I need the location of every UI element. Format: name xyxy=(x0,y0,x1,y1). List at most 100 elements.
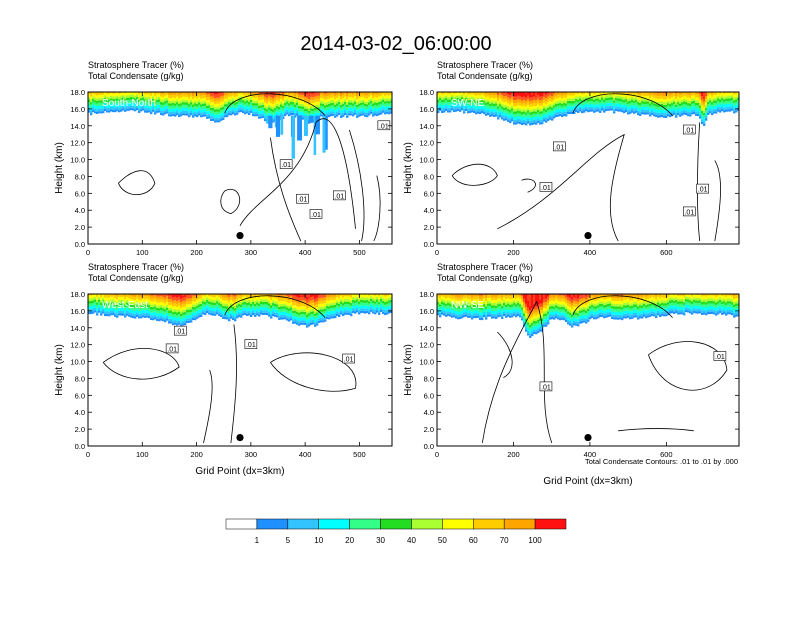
colorbar-label: 60 xyxy=(469,536,478,545)
x-tick-label: 100 xyxy=(136,248,149,257)
x-tick-label: 400 xyxy=(299,450,312,459)
y-tick-label: 4.0 xyxy=(75,408,85,417)
y-tick-label: 14.0 xyxy=(419,122,434,131)
contour-label-text: .01 xyxy=(246,342,256,349)
y-tick-label: 0.0 xyxy=(75,240,85,249)
panel-title-line: Total Condensate (g/kg) xyxy=(88,71,184,81)
x-axis-label: Grid Point (dx=3km) xyxy=(195,466,284,477)
y-tick-label: 2.0 xyxy=(75,223,85,232)
contour-label: .01 xyxy=(296,194,308,204)
y-tick-label: 8.0 xyxy=(75,374,85,383)
y-tick-label: 0.0 xyxy=(75,442,85,451)
x-tick-label: 100 xyxy=(136,450,149,459)
contour-label-text: .01 xyxy=(298,197,308,204)
x-tick-label: 200 xyxy=(190,248,203,257)
x-tick-label: 0 xyxy=(86,248,90,257)
x-tick-label: 500 xyxy=(353,248,366,257)
colorbar-swatch xyxy=(381,519,412,529)
colorbar-label: 50 xyxy=(438,536,447,545)
contour-label-text: .01 xyxy=(379,123,389,130)
y-axis-label: Height (km) xyxy=(403,142,414,194)
contour-label: .01 xyxy=(280,160,292,170)
colorbar-label: 40 xyxy=(407,536,416,545)
x-tick-label: 500 xyxy=(353,450,366,459)
panel-label: South-North xyxy=(102,98,156,109)
y-axis-label: Height (km) xyxy=(54,344,65,396)
plot-background xyxy=(437,92,739,244)
y-tick-label: 6.0 xyxy=(424,189,434,198)
y-tick-label: 4.0 xyxy=(424,206,434,215)
contour-label: .01 xyxy=(553,142,565,152)
y-tick-label: 0.0 xyxy=(424,442,434,451)
y-tick-label: 0.0 xyxy=(424,240,434,249)
y-axis-label: Height (km) xyxy=(54,142,65,194)
x-tick-label: 200 xyxy=(507,248,520,257)
contour-label-text: .01 xyxy=(684,128,694,135)
colorbar-swatch xyxy=(288,519,319,529)
figure-title: 2014-03-02_06:00:00 xyxy=(300,33,491,55)
y-tick-label: 10.0 xyxy=(70,156,85,165)
panel-title-line: Total Condensate (g/kg) xyxy=(437,273,533,283)
contour-label-text: .01 xyxy=(175,329,185,336)
panel-1: Stratosphere Tracer (%)Total Condensate … xyxy=(54,60,392,257)
y-tick-label: 18.0 xyxy=(70,290,85,299)
y-tick-label: 18.0 xyxy=(70,88,85,97)
colorbar-swatch xyxy=(504,519,535,529)
panel-label: SW-NE xyxy=(451,98,484,109)
y-tick-label: 4.0 xyxy=(75,206,85,215)
y-tick-label: 14.0 xyxy=(70,324,85,333)
x-tick-label: 0 xyxy=(435,248,439,257)
colorbar-swatch xyxy=(411,519,442,529)
y-tick-label: 8.0 xyxy=(424,172,434,181)
x-axis-label: Grid Point (dx=3km) xyxy=(543,476,632,487)
colorbar-swatch xyxy=(473,519,504,529)
contour-label: .01 xyxy=(540,382,552,392)
location-marker xyxy=(584,232,591,239)
y-tick-label: 14.0 xyxy=(70,122,85,131)
x-tick-label: 300 xyxy=(245,248,258,257)
colorbar-swatch xyxy=(350,519,381,529)
contour-label-text: .01 xyxy=(698,187,708,194)
contour-label: .01 xyxy=(714,351,726,361)
y-tick-label: 16.0 xyxy=(70,105,85,114)
y-tick-label: 6.0 xyxy=(424,391,434,400)
contour-label-text: .01 xyxy=(281,162,291,169)
y-tick-label: 14.0 xyxy=(419,324,434,333)
contour-label: .01 xyxy=(683,125,695,135)
x-tick-label: 0 xyxy=(86,450,90,459)
panel-label: NW-SE xyxy=(451,300,484,311)
contour-label: .01 xyxy=(697,184,709,194)
y-tick-label: 6.0 xyxy=(75,391,85,400)
contour-label: .01 xyxy=(683,207,695,217)
y-tick-label: 10.0 xyxy=(70,358,85,367)
contour-label: .01 xyxy=(310,209,322,219)
contour-label: .01 xyxy=(166,344,178,354)
y-tick-label: 6.0 xyxy=(75,189,85,198)
y-tick-label: 12.0 xyxy=(70,341,85,350)
y-tick-label: 18.0 xyxy=(419,88,434,97)
y-tick-label: 18.0 xyxy=(419,290,434,299)
x-tick-label: 200 xyxy=(507,450,520,459)
y-tick-label: 12.0 xyxy=(419,341,434,350)
colorbar-label: 30 xyxy=(376,536,385,545)
x-tick-label: 600 xyxy=(660,248,673,257)
contour-label-text: .01 xyxy=(334,193,344,200)
contour-label-text: .01 xyxy=(541,384,551,391)
contour-label-text: .01 xyxy=(554,144,564,151)
colorbar-label: 100 xyxy=(528,536,542,545)
panel-title-line: Stratosphere Tracer (%) xyxy=(437,60,533,70)
y-tick-label: 2.0 xyxy=(424,425,434,434)
panel-title-line: Total Condensate (g/kg) xyxy=(88,273,184,283)
x-tick-label: 400 xyxy=(584,248,597,257)
panel-title-line: Stratosphere Tracer (%) xyxy=(437,262,533,272)
contour-label: .01 xyxy=(174,326,186,336)
y-tick-label: 8.0 xyxy=(75,172,85,181)
y-tick-label: 2.0 xyxy=(75,425,85,434)
contour-label: .01 xyxy=(540,182,552,192)
y-tick-label: 10.0 xyxy=(419,358,434,367)
colorbar-label: 20 xyxy=(345,536,354,545)
panel-label: West-East xyxy=(102,300,148,311)
